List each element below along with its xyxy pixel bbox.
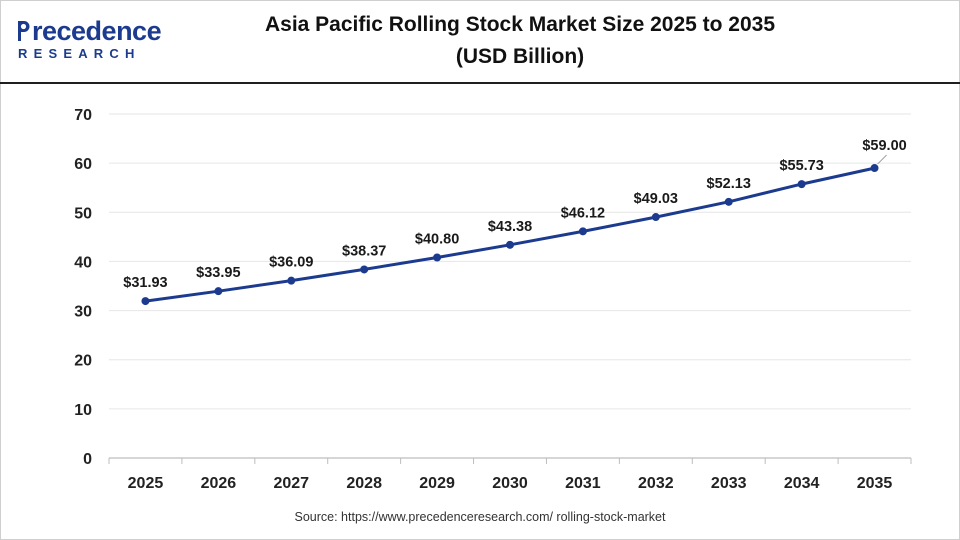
data-point [506,240,514,249]
x-tick-label: 2030 [492,475,528,492]
data-point [578,227,587,236]
data-label: $49.03 [634,191,678,207]
y-tick-label: 70 [74,107,92,124]
header-divider [0,82,960,84]
x-tick-label: 2031 [565,475,601,492]
y-tick-label: 20 [74,353,92,370]
data-point [724,197,733,206]
chart-title-line-1: Asia Pacific Rolling Stock Market Size 2… [264,13,776,36]
data-label: $33.95 [196,265,240,281]
x-tick-label: 2032 [638,475,674,492]
data-label: $46.12 [561,205,605,221]
x-tick-label: 2027 [273,475,309,492]
logo-subtitle: RESEARCH [18,46,141,61]
y-tick-label: 60 [74,156,92,173]
data-point [360,265,369,274]
data-point [287,276,296,285]
data-point [651,213,660,222]
data-point [433,253,442,262]
series [141,164,879,306]
data-point [141,297,150,306]
gridlines [109,113,911,410]
data-label: $36.09 [269,255,313,271]
data-label: $59.00 [862,138,906,154]
data-label: $40.80 [415,231,459,247]
y-tick-label: 30 [74,304,92,321]
data-point [870,164,879,173]
x-tick-label: 2033 [711,475,747,492]
x-tick-label: 2034 [784,475,820,492]
y-tick-label: 10 [74,402,92,419]
chart-title-line-2: (USD Billion) [455,45,585,68]
data-labels: $31.93 $33.95 $36.09 $38.37 $40.80 $43.38 $46.… [123,138,906,291]
x-tick-label: 2035 [857,475,893,492]
logo-wordmark: recedence [32,16,162,46]
logo-p-icon [18,21,30,41]
data-label: $31.93 [123,275,167,291]
data-point [214,287,223,296]
y-tick-label: 50 [74,205,92,222]
data-point [797,180,806,189]
chart-title: Asia Pacific Rolling Stock Market Size 2… [220,9,820,73]
x-tick-label: 2028 [346,475,382,492]
x-tick-label: 2025 [128,475,164,492]
y-tick-label: 0 [83,451,92,468]
data-label: $55.73 [779,158,823,174]
data-label: $38.37 [342,243,386,259]
brand-logo: recedence RESEARCH [14,14,164,66]
data-label: $43.38 [488,219,532,235]
y-tick-label: 40 [74,254,92,271]
data-label: $52.13 [707,176,751,192]
label-leader-line [877,154,887,165]
x-tick-label: 2029 [419,475,455,492]
x-tick-label: 2026 [201,475,237,492]
source-note: Source: https://www.precedenceresearch.c… [294,510,666,524]
header: recedence RESEARCH Asia Pacific Rolling … [0,0,960,82]
